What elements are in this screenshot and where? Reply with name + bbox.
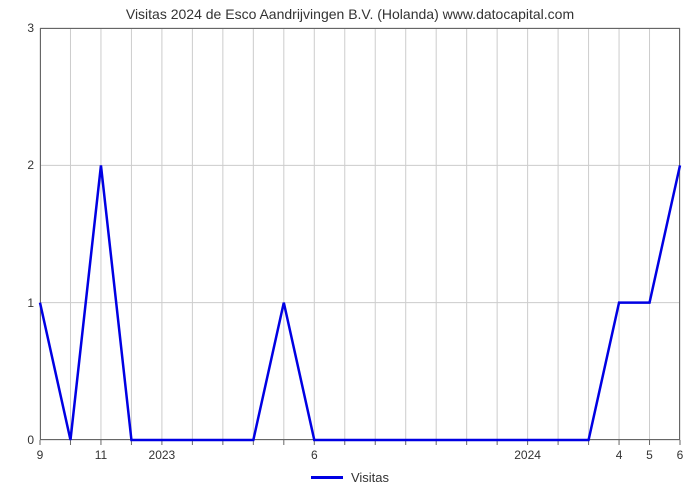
- plot-area: [40, 28, 680, 440]
- legend: Visitas: [0, 470, 700, 485]
- y-tick-label: 1: [16, 296, 34, 310]
- legend-swatch: [311, 476, 343, 479]
- x-tick-label: 6: [677, 448, 684, 462]
- chart-title: Visitas 2024 de Esco Aandrijvingen B.V. …: [0, 6, 700, 22]
- x-tick-label: 2024: [514, 448, 541, 462]
- x-tick-label: 4: [616, 448, 623, 462]
- y-tick-label: 0: [16, 433, 34, 447]
- chart-svg: [40, 28, 680, 450]
- x-tick-label: 5: [646, 448, 653, 462]
- y-tick-label: 3: [16, 21, 34, 35]
- chart-container: Visitas 2024 de Esco Aandrijvingen B.V. …: [0, 0, 700, 500]
- y-tick-label: 2: [16, 158, 34, 172]
- legend-label: Visitas: [351, 470, 389, 485]
- x-axis-labels: 9 11 2023 6 2024 4 5 6: [0, 448, 700, 468]
- x-tick-label: 6: [311, 448, 318, 462]
- x-tick-label: 2023: [149, 448, 176, 462]
- x-tick-label: 11: [95, 448, 107, 462]
- x-tick-label: 9: [37, 448, 44, 462]
